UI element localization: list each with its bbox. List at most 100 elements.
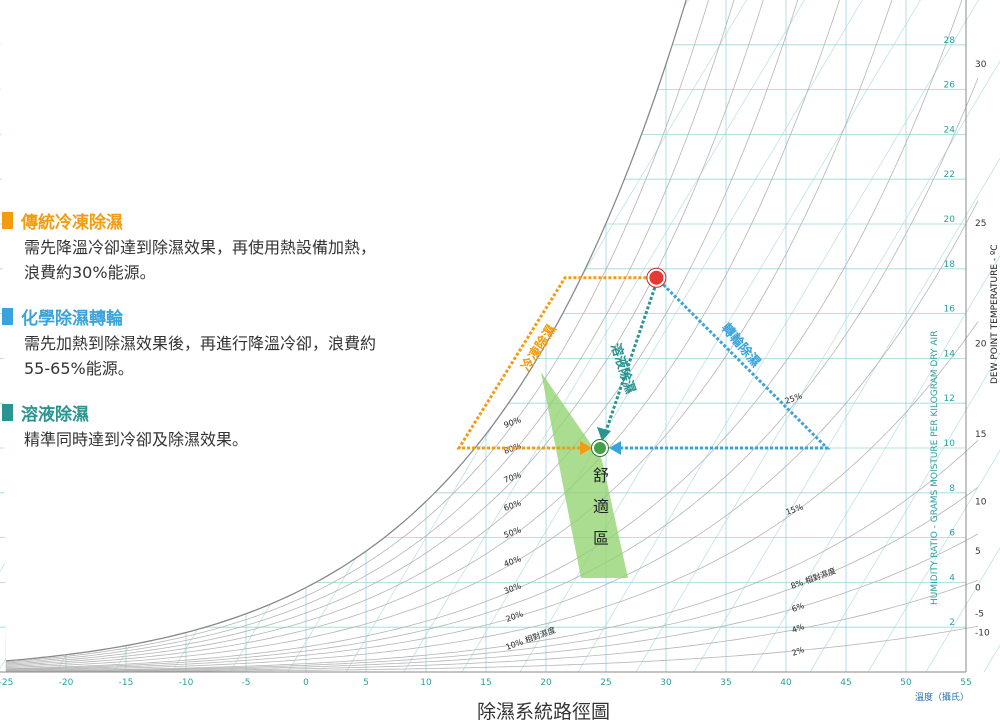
enthalpy-line (693, 157, 1000, 673)
dew-point-tick-label: 25 (975, 219, 986, 229)
liquid-desiccant-path (604, 282, 658, 432)
x-tick-label: 25 (600, 678, 611, 688)
x-tick-label: 55 (960, 678, 971, 688)
legend-refrigeration-title-text: 傳統冷凍除濕 (21, 213, 123, 233)
enthalpy-line (461, 0, 863, 673)
legend-refrigeration-title: 傳統冷凍除濕 (2, 208, 462, 233)
humidity-ratio-tick-label: 6 (949, 529, 955, 539)
humidity-ratio-tick-label: 28 (944, 36, 956, 46)
x-axis-label: 溫度（攝氏） (915, 693, 970, 703)
x-tick-label: 20 (540, 678, 552, 688)
humidity-ratio-axis-title: HUMIDITY RATIO - GRAMS MOISTURE PER KILO… (930, 331, 940, 605)
enthalpy-line (751, 255, 1000, 673)
rh-label: 2% (791, 645, 806, 658)
legend-refrigeration: 傳統冷凍除濕 需先降溫冷卻達到除濕效果，再使用熱設備加熱， 浪費約30%能源。 (2, 208, 462, 285)
dew-point-tick-label: -10 (975, 628, 990, 638)
humidity-ratio-tick-label: 24 (944, 125, 956, 135)
x-tick-label: -10 (179, 678, 194, 688)
legend-liquid-desiccant-swatch (2, 404, 13, 421)
dew-point-axis-title: DEW POINT TEMPERATURE - ºC (990, 244, 1000, 384)
rh-curve (5, 0, 799, 666)
comfort-zone-label: 適 (593, 497, 609, 516)
legend-desiccant-wheel-desc-line1: 需先加熱到除濕效果後，再進行降溫冷卻，浪費約 (24, 334, 377, 353)
comfort-zone-label: 區 (593, 529, 609, 548)
enthalpy-line (809, 352, 1000, 673)
legend-desiccant-wheel-desc: 需先加熱到除濕效果後，再進行降溫冷卻，浪費約 55-65%能源。 (24, 331, 462, 381)
legend-desiccant-wheel-desc-line2: 55-65%能源。 (24, 359, 134, 378)
dew-point-tick-label: 30 (975, 60, 987, 70)
enthalpy-line (867, 449, 1000, 673)
x-tick-label: 5 (363, 678, 369, 688)
rh-curve (5, 0, 735, 664)
rh-curve (5, 0, 840, 667)
dew-point-tick-label: 10 (975, 497, 987, 507)
rh-label: 90% (503, 415, 523, 430)
rh-label: 40% (503, 554, 523, 569)
humidity-ratio-tick-label: 26 (944, 81, 956, 91)
rh-curve (5, 579, 979, 672)
saturation-mask (0, 0, 696, 672)
desiccant-wheel-path (616, 276, 831, 450)
dew-point-tick-label: 20 (975, 340, 987, 350)
legend-desiccant-wheel: 化學除濕轉輪 需先加熱到除濕效果後，再進行降溫冷卻，浪費約 55-65%能源。 (2, 304, 462, 381)
enthalpy-line (635, 60, 1000, 673)
x-tick-label: 15 (480, 678, 491, 688)
rh-curve (6, 533, 979, 672)
legend-refrigeration-desc-line2: 浪費約30%能源。 (24, 263, 156, 282)
legend-liquid-desiccant-title: 溶液除濕 (2, 400, 462, 425)
refrigeration-arrowhead (580, 441, 592, 455)
rh-label: 15% (785, 502, 805, 517)
enthalpy-line (577, 0, 979, 673)
humidity-ratio-tick-label: 22 (944, 170, 955, 180)
rh-label: 20% (505, 609, 525, 624)
x-tick-label: 35 (720, 678, 731, 688)
chart-caption: 除濕系統路徑圖 (476, 701, 610, 723)
x-tick-label: 40 (780, 678, 792, 688)
legend-refrigeration-desc: 需先降溫冷卻達到除濕效果，再使用熱設備加熱， 浪費約30%能源。 (24, 235, 462, 285)
x-tick-label: 0 (303, 678, 309, 688)
dew-point-tick-label: -5 (975, 610, 984, 620)
x-tick-label: -5 (242, 678, 251, 688)
rh-label: 70% (503, 470, 523, 485)
humidity-ratio-tick-label: 14 (944, 349, 956, 359)
humidity-ratio-tick-label: 18 (944, 260, 956, 270)
rh-curve (6, 321, 979, 671)
humidity-ratio-tick-label: 12 (944, 394, 955, 404)
legend-refrigeration-desc-line1: 需先降溫冷卻達到除濕效果，再使用熱設備加熱， (24, 238, 377, 257)
rh-label: 6% (791, 601, 806, 614)
rh-curve (6, 625, 979, 673)
rh-curve (5, 0, 709, 663)
rh-label: 60% (503, 498, 523, 513)
rh-curve (5, 77, 979, 670)
comfort-zone-label: 舒 (593, 466, 609, 485)
legend-liquid-desiccant-title-text: 溶液除濕 (21, 405, 89, 425)
x-tick-label: -20 (59, 678, 74, 688)
rh-label: 30% (503, 581, 523, 596)
enthalpy-line (403, 0, 805, 673)
x-tick-label: -15 (119, 678, 134, 688)
rh-curve (5, 0, 963, 670)
dew-point-tick-label: 0 (975, 583, 981, 593)
saturation-curve (5, 0, 687, 662)
legend-liquid-desiccant-desc: 精準同時達到冷卻及除濕效果。 (24, 427, 462, 452)
desiccant-wheel-arrowhead (609, 441, 621, 455)
rh-label: 4% (791, 622, 806, 635)
dew-point-tick-label: 15 (975, 430, 986, 440)
target-point (592, 440, 608, 456)
x-tick-label: 50 (900, 678, 912, 688)
rh-curve (6, 486, 979, 672)
rh-label: 25% (784, 391, 804, 406)
legend-refrigeration-swatch (2, 212, 13, 229)
legend-desiccant-wheel-title: 化學除濕轉輪 (2, 304, 462, 329)
humidity-ratio-tick-label: 4 (949, 573, 955, 583)
x-tick-label: 30 (660, 678, 672, 688)
x-tick-label: 45 (840, 678, 851, 688)
humidity-ratio-tick-label: 20 (944, 215, 956, 225)
humidity-ratio-tick-label: 16 (944, 305, 956, 315)
dew-point-tick-label: 5 (975, 547, 981, 557)
comfort-zone (541, 372, 628, 578)
start-point (647, 268, 666, 287)
rh-label: 10% 相對濕度 (504, 625, 557, 652)
legend-desiccant-wheel-title-text: 化學除濕轉輪 (21, 309, 123, 329)
